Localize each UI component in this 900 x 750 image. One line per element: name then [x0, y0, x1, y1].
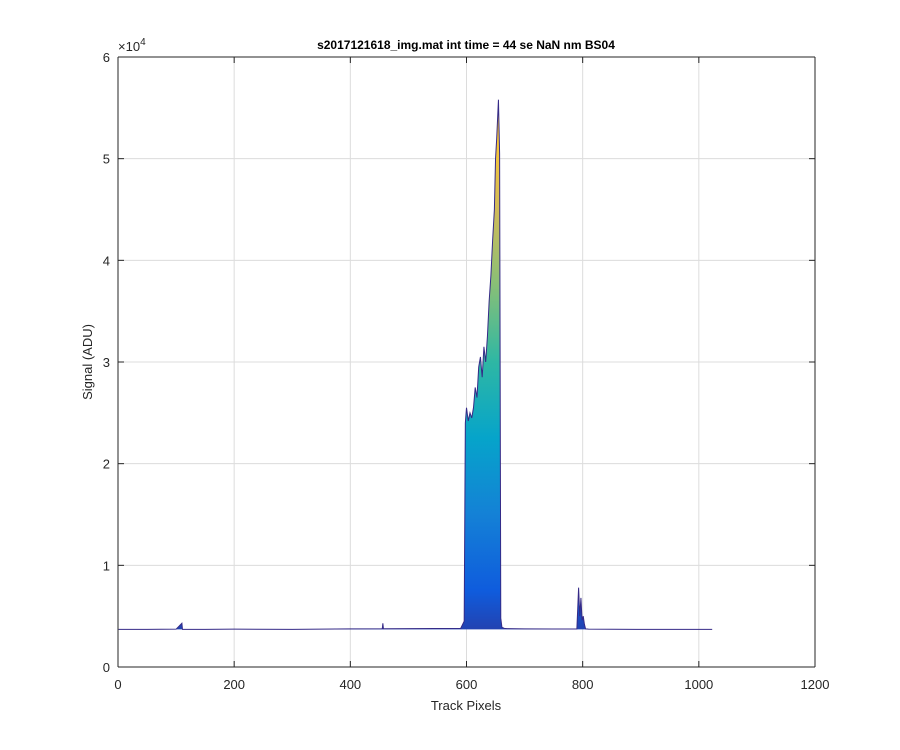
x-axis-label: Track Pixels: [431, 698, 502, 713]
chart-title: s2017121618_img.mat int time = 44 se NaN…: [317, 38, 615, 52]
x-tick-label: 800: [572, 677, 594, 692]
y-tick-label: 3: [103, 355, 110, 370]
y-tick-label: 2: [103, 457, 110, 472]
x-tick-label: 600: [456, 677, 478, 692]
y-exponent-power: 4: [140, 37, 146, 48]
x-tick-label: 200: [223, 677, 245, 692]
y-tick-label: 5: [103, 152, 110, 167]
tick-labels: 0 200 400 600 800 1000 1200 0 1 2 3 4 5 6: [103, 50, 830, 692]
series-layer: [118, 99, 713, 630]
y-exponent-label: ×104: [118, 37, 146, 54]
y-tick-label: 0: [103, 660, 110, 675]
x-tick-label: 1200: [801, 677, 830, 692]
axes: [117, 56, 816, 668]
x-tick-label: 400: [339, 677, 361, 692]
y-tick-label: 6: [103, 50, 110, 65]
y-tick-label: 4: [103, 253, 110, 268]
x-tick-label: 1000: [684, 677, 713, 692]
y-tick-label: 1: [103, 558, 110, 573]
series-line: [118, 99, 713, 630]
y-axis-label: Signal (ADU): [80, 324, 95, 400]
y-exponent-base: ×10: [118, 39, 140, 54]
x-tick-label: 0: [114, 677, 121, 692]
